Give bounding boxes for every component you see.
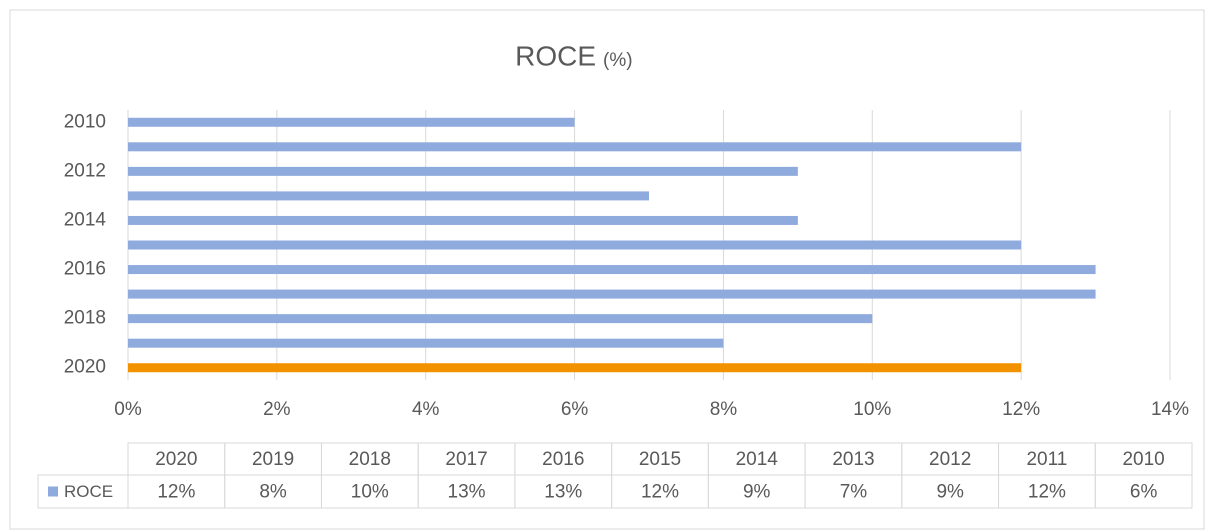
- x-tick-label: 14%: [1151, 399, 1189, 420]
- y-tick-label: 2018: [64, 308, 106, 329]
- table-header: 2014: [736, 449, 779, 470]
- table-cell: [1094, 474, 1193, 509]
- table-value: 13%: [544, 482, 582, 503]
- table-header: 2019: [252, 449, 294, 470]
- bar: [128, 142, 1022, 152]
- table-value: 8%: [259, 482, 287, 503]
- table-value: 12%: [157, 482, 195, 503]
- x-tick-label: 8%: [710, 399, 738, 420]
- chart-title-unit: (%): [603, 50, 633, 71]
- x-tick-label: 0%: [114, 399, 142, 420]
- table-cell: [37, 474, 129, 509]
- chart-title: ROCE: [515, 40, 596, 71]
- bar: [128, 215, 798, 225]
- y-tick-label: 2010: [64, 111, 106, 132]
- table-value: 13%: [448, 482, 486, 503]
- table-header: 2016: [542, 449, 584, 470]
- table-header: 2018: [349, 449, 391, 470]
- x-tick-label: 2%: [263, 399, 291, 420]
- bar: [128, 117, 575, 127]
- legend-label: ROCE: [64, 482, 113, 501]
- bar: [128, 191, 649, 201]
- table-value: 10%: [351, 482, 389, 503]
- x-tick-label: 10%: [853, 399, 891, 420]
- table-header: 2012: [929, 449, 971, 470]
- table-value: 9%: [743, 482, 771, 503]
- y-tick-label: 2012: [64, 160, 106, 181]
- table-header: 2015: [639, 449, 681, 470]
- table-header: 2011: [1026, 449, 1067, 470]
- table-header: 2020: [155, 449, 197, 470]
- table-value: 9%: [936, 482, 964, 503]
- table-value: 12%: [641, 482, 679, 503]
- y-tick-label: 2014: [64, 209, 107, 230]
- table-value: 7%: [840, 482, 868, 503]
- table-value: 6%: [1130, 482, 1158, 503]
- table-value: 12%: [1028, 482, 1066, 503]
- bar: [128, 166, 798, 176]
- bar: [128, 338, 724, 348]
- bar: [128, 363, 1022, 373]
- x-tick-label: 12%: [1002, 399, 1040, 420]
- legend-swatch: [48, 486, 58, 497]
- bar: [128, 314, 873, 324]
- table-header: 2017: [445, 449, 487, 470]
- bar: [128, 289, 1096, 299]
- table-header: 2010: [1122, 449, 1164, 470]
- x-tick-label: 6%: [561, 399, 589, 420]
- x-tick-label: 4%: [412, 399, 440, 420]
- y-tick-label: 2016: [64, 259, 106, 280]
- y-tick-label: 2020: [64, 357, 106, 378]
- table-header: 2013: [832, 449, 874, 470]
- bar: [128, 240, 1022, 250]
- bar: [128, 265, 1096, 275]
